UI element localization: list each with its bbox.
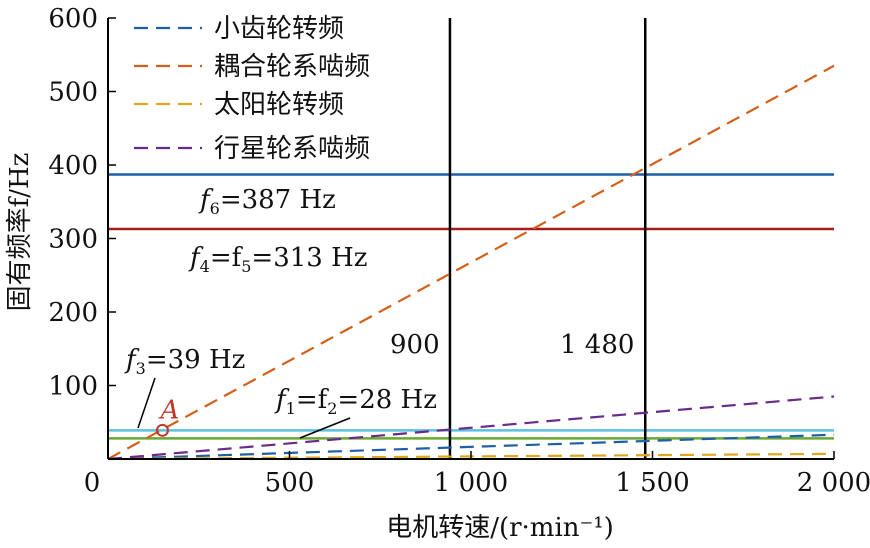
legend-label-3: 行星轮系啮频 <box>214 134 370 164</box>
legend-label-2: 太阳轮转频 <box>214 90 344 120</box>
frequency-label-1: f4=f5=313 Hz <box>188 243 367 276</box>
y-tick-label: 500 <box>48 78 98 108</box>
plot-marks <box>107 18 835 461</box>
legend-label-0: 小齿轮转频 <box>214 14 344 44</box>
f3-leader-line <box>137 377 156 429</box>
series-line-1 <box>107 64 835 460</box>
frequency-label-3: f1=f2=28 Hz <box>274 385 437 418</box>
tick-labels: 0 500 1 000 1 500 2 000 100 200 300 400 500 600 <box>48 4 870 498</box>
series-line-0 <box>107 433 835 461</box>
speed-label-1: 1 480 <box>560 330 634 360</box>
point-a-label: A <box>158 395 179 425</box>
legend-label-1: 耦合轮系啮频 <box>214 52 370 82</box>
y-axis-label: 固有频率f/Hz <box>5 153 35 312</box>
annotations: f6=387 Hz f4=f5=313 Hz f3=39 Hz f1=f2=28 Hz… <box>124 185 634 439</box>
x-tick-label: 0 <box>84 468 101 498</box>
x-tick-label: 2 000 <box>797 468 870 498</box>
x-tick-label: 1 000 <box>434 468 508 498</box>
point-a-marker <box>155 423 169 437</box>
x-tick-label: 500 <box>265 468 315 498</box>
y-tick-label: 100 <box>48 372 98 402</box>
x-axis-label: 电机转速/(r·min⁻¹) <box>386 513 614 543</box>
f1-leader-line <box>299 417 351 439</box>
y-tick-label: 200 <box>48 298 98 328</box>
series-line-3 <box>107 395 835 461</box>
x-tick-label: 1 500 <box>615 468 689 498</box>
y-tick-label: 300 <box>48 225 98 255</box>
frequency-label-2: f3=39 Hz <box>124 345 245 378</box>
speed-label-0: 900 <box>390 330 440 360</box>
frequency-label-0: f6=387 Hz <box>198 185 336 218</box>
y-tick-label: 600 <box>48 4 98 34</box>
axes <box>107 18 834 460</box>
y-tick-label: 400 <box>48 151 98 181</box>
